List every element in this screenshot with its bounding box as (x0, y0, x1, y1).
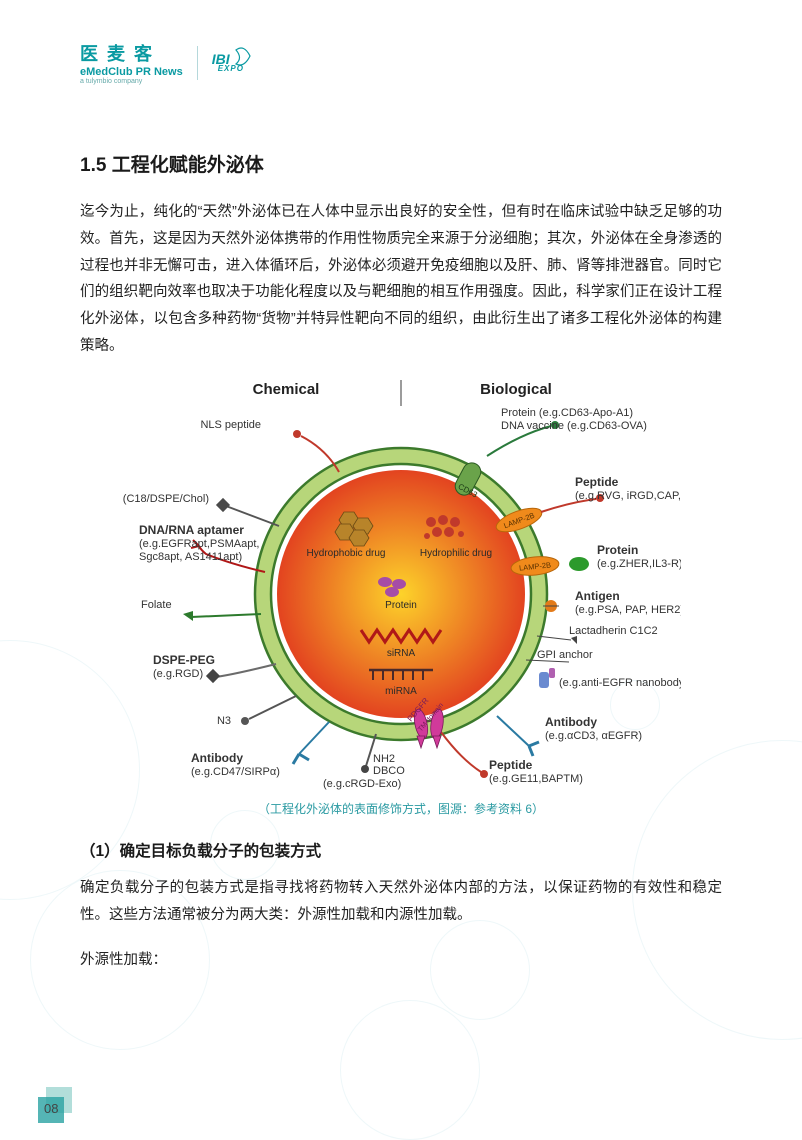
chem-antibody: Antibody (e.g.CD47/SIRPα) (191, 722, 329, 778)
page-content: 1.5 工程化赋能外泌体 迄今为止，纯化的“天然”外泌体已在人体中显示出良好的安… (80, 150, 722, 973)
subsection-title: （1）确定目标负载分子的包装方式 (80, 839, 722, 861)
bio-antigen: Antigen (e.g.PSA, PAP, HER2) (543, 589, 681, 616)
svg-text:Peptide: Peptide (575, 475, 619, 489)
chem-n3: N3 (217, 696, 296, 727)
svg-text:DNA/RNA aptamer: DNA/RNA aptamer (139, 523, 244, 537)
bio-nanobody: (e.g.anti-EGFR nanobody) (539, 668, 681, 689)
svg-text:Protein: Protein (597, 543, 638, 557)
svg-text:(e.g.CD47/SIRPα): (e.g.CD47/SIRPα) (191, 766, 280, 778)
svg-text:NH2: NH2 (373, 753, 395, 765)
svg-text:Antibody: Antibody (191, 751, 243, 765)
svg-text:(e.g.RVG, iRGD,CAP,E7): (e.g.RVG, iRGD,CAP,E7) (575, 490, 681, 502)
section-body: 迄今为止，纯化的“天然”外泌体已在人体中显示出良好的安全性，但有时在临床试验中缺… (80, 199, 722, 360)
svg-text:(e.g.anti-EGFR nanobody): (e.g.anti-EGFR nanobody) (559, 677, 681, 689)
subsection-body2: 外源性加载： (80, 947, 722, 974)
svg-text:(e.g.PSA, PAP, HER2): (e.g.PSA, PAP, HER2) (575, 604, 681, 616)
svg-text:Protein (e.g.CD63-Apo-A1): Protein (e.g.CD63-Apo-A1) (501, 407, 633, 419)
svg-text:GPI anchor: GPI anchor (537, 649, 593, 661)
bio-lactadherin: Lactadherin C1C2 (537, 625, 658, 644)
svg-text:(e.g.αCD3, αEGFR): (e.g.αCD3, αEGFR) (545, 730, 642, 742)
svg-text:N3: N3 (217, 715, 231, 727)
heading-chemical: Chemical (253, 381, 320, 398)
svg-text:Antibody: Antibody (545, 715, 597, 729)
section-title: 1.5 工程化赋能外泌体 (80, 150, 722, 177)
svg-text:Sgc8apt, AS1411apt): Sgc8apt, AS1411apt) (139, 551, 242, 563)
logo-emedclub: 医 麦 客 eMedClub PR News a tulymbio compan… (80, 40, 183, 85)
chem-dbco: NH2 DBCO (e.g.cRGD-Exo) (323, 734, 405, 790)
bio-gpi: GPI anchor (526, 649, 593, 662)
chem-dspepeg: DSPE-PEG (e.g.RGD) (153, 653, 276, 683)
svg-text:Peptide: Peptide (489, 758, 533, 772)
subsection-body: 确定负载分子的包装方式是指寻找将药物转入天然外泌体内部的方法，以保证药物的有效性… (80, 875, 722, 929)
svg-text:(e.g.GE11,BAPTM): (e.g.GE11,BAPTM) (489, 773, 583, 785)
svg-text:DNA vaccine (e.g.CD63-OVA): DNA vaccine (e.g.CD63-OVA) (501, 420, 647, 432)
svg-text:(e.g.RGD): (e.g.RGD) (153, 668, 203, 680)
swoosh-icon (234, 46, 252, 68)
svg-text:Lipid (C18/DSPE/Chol): Lipid (C18/DSPE/Chol) (121, 493, 209, 505)
svg-text:Folate: Folate (141, 599, 172, 611)
heading-biological: Biological (480, 381, 552, 398)
svg-text:Lactadherin C1C2: Lactadherin C1C2 (569, 625, 658, 637)
svg-text:(e.g.EGFRapt,PSMAapt,: (e.g.EGFRapt,PSMAapt, (139, 538, 259, 550)
exosome-diagram: Chemical Biological (121, 374, 681, 794)
chem-nls: NLS peptide (200, 419, 339, 472)
chem-lipid: Lipid (C18/DSPE/Chol) (121, 493, 279, 526)
hydrophilic-label: Hydrophilic drug (420, 548, 492, 559)
sirna-label: siRNA (387, 648, 416, 659)
page-number: 08 (44, 1101, 58, 1116)
mirna-label: miRNA (385, 686, 417, 697)
svg-text:NLS peptide: NLS peptide (200, 419, 261, 431)
svg-text:(e.g.ZHER,IL3-R): (e.g.ZHER,IL3-R) (597, 558, 681, 570)
logo-ibi: IBI EXPO (212, 52, 244, 73)
logo-sub: a tulymbio company (80, 78, 142, 85)
diagram-caption: （工程化外泌体的表面修饰方式，图源：参考资料 6） (80, 800, 722, 817)
chem-aptamer: DNA/RNA aptamer (e.g.EGFRapt,PSMAapt, Sg… (139, 523, 265, 572)
logo-divider (197, 46, 198, 80)
page-header: 医 麦 客 eMedClub PR News a tulymbio compan… (80, 40, 244, 85)
hydrophobic-label: Hydrophobic drug (307, 548, 386, 559)
bio-lamp-peptide: LAMP-2B Peptide (e.g.RVG, iRGD,CAP,E7) (493, 475, 681, 537)
logo-en: eMedClub PR News (80, 66, 183, 78)
protein-cargo-label: Protein (385, 600, 417, 611)
svg-text:DSPE-PEG: DSPE-PEG (153, 653, 215, 667)
svg-text:(e.g.cRGD-Exo): (e.g.cRGD-Exo) (323, 778, 401, 790)
svg-text:DBCO: DBCO (373, 765, 405, 777)
bio-antibody: Antibody (e.g.αCD3, αEGFR) (497, 715, 642, 756)
svg-text:Antigen: Antigen (575, 589, 620, 603)
chem-folate: Folate (141, 599, 261, 621)
logo-cn: 医 麦 客 (80, 40, 154, 66)
diagram-container: Chemical Biological (80, 374, 722, 794)
